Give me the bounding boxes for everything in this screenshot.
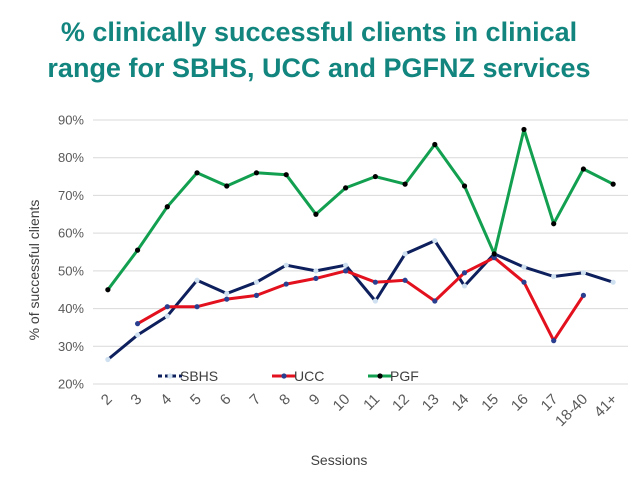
data-point-pgf (461, 183, 468, 189)
x-tick-label: 10 (330, 391, 354, 415)
legend-label-ucc: UCC (294, 368, 324, 384)
data-point-pgf (580, 166, 587, 172)
data-point-pgf (283, 172, 289, 178)
title-line-1: % clinically successful clients in clini… (60, 17, 578, 47)
legend-marker-sbhs (167, 373, 173, 379)
data-point-sbhs (402, 251, 408, 257)
legend: SBHS UCC PGF (158, 368, 419, 384)
data-point-ucc (551, 338, 557, 344)
data-point-ucc (372, 279, 378, 285)
x-tick-label: 8 (276, 391, 294, 409)
x-tick-label: 7 (246, 391, 264, 409)
data-point-ucc (461, 270, 468, 276)
data-point-sbhs (194, 277, 200, 283)
y-axis-title: % of successful clients (26, 200, 42, 341)
data-point-ucc (134, 321, 141, 327)
x-axis-title: Sessions (311, 452, 368, 468)
data-point-pgf (491, 251, 497, 257)
data-point-pgf (610, 181, 616, 187)
legend-label-sbhs: SBHS (180, 368, 218, 384)
x-tick-label: 3 (127, 391, 145, 409)
data-point-pgf (521, 126, 527, 133)
data-point-sbhs (432, 238, 438, 244)
data-point-pgf (224, 183, 230, 189)
data-point-sbhs (283, 262, 289, 268)
data-point-ucc (194, 304, 200, 310)
y-tick-label: 20% (58, 377, 84, 392)
data-point-ucc (402, 277, 408, 283)
data-point-ucc (164, 304, 170, 310)
y-tick-label: 90% (58, 113, 84, 128)
y-tick-label: 50% (58, 263, 84, 278)
x-tick-label: 18-40 (552, 391, 591, 430)
x-tick-label: 4 (157, 391, 175, 409)
data-point-ucc (253, 292, 260, 298)
y-tick-label: 40% (58, 301, 84, 316)
data-point-ucc (432, 298, 438, 304)
series-line-sbhs (106, 239, 615, 361)
data-point-pgf (194, 170, 200, 176)
data-point-sbhs (164, 313, 170, 319)
data-point-pgf (432, 141, 438, 148)
data-point-sbhs (105, 356, 111, 363)
legend-label-pgf: PGF (390, 368, 419, 384)
x-tick-label: 14 (449, 391, 473, 415)
y-tick-label: 30% (58, 339, 84, 354)
series-line-pgf (106, 127, 615, 292)
data-point-sbhs (224, 290, 230, 297)
x-tick-label: 13 (419, 391, 443, 415)
x-tick-label: 11 (360, 391, 383, 414)
series-line-ucc (136, 256, 585, 343)
x-tick-label: 5 (187, 391, 205, 409)
data-point-pgf (402, 181, 408, 187)
data-point-sbhs (521, 264, 527, 270)
data-point-pgf (134, 247, 141, 253)
data-point-ucc (521, 279, 527, 285)
data-point-sbhs (610, 279, 616, 285)
data-point-ucc (491, 255, 497, 261)
x-tick-label: 15 (478, 391, 502, 415)
title-line-2: range for SBHS, UCC and PGFNZ services (47, 53, 591, 83)
data-point-sbhs (580, 270, 587, 276)
data-point-ucc (343, 268, 349, 274)
x-tick-label: 41+ (591, 391, 621, 421)
data-point-sbhs (343, 262, 349, 268)
data-point-sbhs (253, 279, 260, 285)
legend-marker-pgf (377, 373, 383, 379)
legend-marker-ucc (281, 373, 287, 379)
x-tick-label: 6 (217, 391, 235, 409)
x-tick-label: 9 (306, 391, 324, 409)
y-tick-label: 80% (58, 150, 84, 165)
data-point-pgf (253, 170, 260, 176)
data-point-sbhs (372, 298, 378, 304)
data-point-ucc (283, 281, 289, 287)
data-point-sbhs (313, 268, 319, 274)
x-tick-label: 2 (98, 391, 116, 409)
data-point-sbhs (134, 332, 141, 338)
y-tick-label: 70% (58, 188, 84, 203)
gridlines (93, 119, 628, 385)
data-point-pgf (343, 185, 349, 191)
data-point-ucc (313, 275, 319, 281)
data-point-pgf (551, 221, 557, 227)
data-point-ucc (224, 296, 230, 302)
data-point-pgf (313, 211, 319, 217)
data-point-sbhs (461, 283, 468, 289)
series-layer (105, 126, 616, 363)
data-point-pgf (372, 173, 378, 180)
data-point-pgf (164, 204, 170, 210)
data-point-pgf (105, 287, 111, 293)
y-axis-ticks: 20% 30% 40% 50% 60% 70% 80% 90% (58, 113, 84, 392)
y-tick-label: 60% (58, 226, 84, 241)
chart-title: % clinically successful clients in clini… (0, 14, 638, 86)
x-tick-label: 12 (389, 391, 413, 415)
data-point-sbhs (551, 273, 557, 280)
data-point-ucc (580, 292, 587, 298)
x-tick-label: 16 (508, 391, 532, 415)
